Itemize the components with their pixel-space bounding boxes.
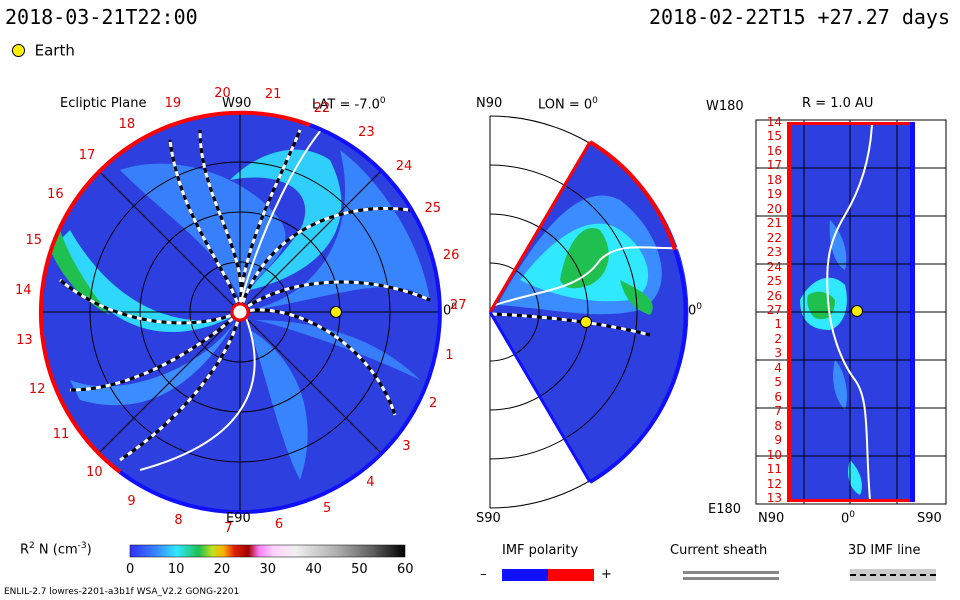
ecliptic-title: Ecliptic Plane [60, 96, 147, 111]
row-label: 27 [766, 303, 782, 317]
row-label: 4 [774, 360, 782, 375]
ring-label: 17 [78, 147, 96, 163]
row-label: 7 [774, 404, 782, 419]
radial-zero: 00 [841, 510, 856, 527]
ring-label: 19 [164, 95, 182, 111]
row-label: 19 [766, 187, 782, 202]
ecliptic-e90: E90 [226, 511, 251, 526]
ring-label: 10 [86, 465, 103, 480]
density-colorbar [129, 544, 406, 558]
imf-polarity-title: IMF polarity [502, 543, 579, 558]
ring-label: 4 [366, 474, 375, 490]
row-label: 14 [766, 115, 782, 129]
ring-label: 3 [402, 439, 411, 455]
row-label: 21 [766, 216, 782, 231]
colorbar-tick: 20 [213, 562, 231, 577]
ring-label: 24 [395, 159, 413, 175]
imf-polarity-bar [502, 569, 594, 581]
imf-line-swatch [850, 569, 936, 581]
row-label: 25 [766, 274, 782, 289]
colorbar-tick: 30 [259, 562, 277, 577]
row-label: 18 [766, 172, 782, 187]
radial-n90: N90 [758, 511, 785, 526]
colorbar-tick: 0 [126, 562, 135, 577]
row-label: 26 [766, 288, 782, 303]
row-label: 1 [774, 317, 782, 332]
colorbar-tick: 10 [167, 562, 185, 577]
ecliptic-lat: LAT = -7.00 [312, 96, 386, 113]
ecliptic-plane-plot [38, 110, 442, 515]
earth-label: Earth [34, 41, 75, 60]
imf-minus-label: – [480, 567, 487, 582]
row-label: 12 [766, 476, 782, 491]
meridional-lon: LON = 00 [538, 96, 598, 113]
ring-label: 16 [47, 187, 64, 203]
row-label: 13 [766, 491, 782, 505]
colorbar-tick: 50 [351, 562, 368, 577]
ring-label: 15 [25, 233, 42, 249]
ring-label: 2 [429, 396, 438, 412]
ring-label: 7 [224, 520, 233, 536]
ring-label: 25 [424, 200, 442, 216]
ring-label: 26 [442, 247, 460, 263]
imf-plus-label: + [601, 567, 612, 582]
row-label: 10 [766, 447, 782, 462]
ring-label: 23 [358, 125, 375, 141]
ring-label: 6 [274, 516, 284, 532]
ring-label: 11 [52, 426, 70, 442]
ring-label: 8 [174, 513, 183, 529]
colorbar-tick: 40 [305, 562, 322, 577]
row-label: 6 [774, 389, 782, 404]
row-label: 8 [774, 418, 782, 433]
row-label: 2 [774, 331, 782, 346]
row-label: 15 [766, 129, 782, 144]
ecliptic-w90: W90 [222, 96, 252, 111]
row-label: 22 [766, 230, 782, 245]
ring-label: 13 [16, 333, 33, 349]
ring-label: 22 [313, 100, 331, 116]
radial-r: R = 1.0 AU [802, 96, 874, 111]
row-label: 9 [774, 433, 782, 448]
row-label: 23 [766, 245, 782, 260]
model-info: ENLIL-2.7 lowres-2201-a3b1f WSA_V2.2 GON… [4, 587, 240, 597]
earth-marker-icon [12, 44, 25, 57]
row-label: 24 [766, 259, 782, 274]
meridional-plane-plot [488, 115, 689, 509]
radial-w180: W180 [706, 99, 744, 114]
row-label: 3 [774, 346, 782, 361]
density-legend-label: R2 N (cm-3) [20, 541, 92, 558]
row-label: 16 [766, 143, 782, 158]
ring-label: 21 [264, 87, 282, 103]
meridional-s90: S90 [476, 511, 501, 526]
current-sheath-swatch [683, 571, 779, 580]
ring-label: 27 [449, 297, 467, 313]
run-time: 2018-03-21T22:00 [5, 5, 198, 29]
colorbar-tick: 60 [397, 562, 414, 577]
row-label: 5 [774, 375, 782, 390]
ecliptic-zero: 00 [443, 302, 458, 319]
row-label: 11 [766, 462, 782, 477]
meridional-n90: N90 [476, 96, 503, 111]
ring-label: 9 [127, 494, 136, 510]
row-label: 20 [766, 201, 782, 216]
radial-e180: E180 [708, 502, 742, 517]
reference-time: 2018-02-22T15 +27.27 days [648, 5, 950, 29]
meridional-zero: 00 [688, 302, 703, 319]
ring-label: 18 [118, 116, 136, 132]
radial-s90: S90 [917, 511, 942, 526]
ring-label: 20 [214, 85, 231, 101]
current-sheath-title: Current sheath [670, 543, 768, 558]
ring-label: 1 [445, 348, 454, 364]
ring-label: 5 [322, 501, 332, 517]
radial-map-plot [755, 119, 947, 505]
earth-legend: Earth [12, 40, 75, 60]
imf-3d-title: 3D IMF line [848, 543, 921, 558]
ring-label: 14 [14, 282, 32, 298]
row-label: 17 [766, 158, 782, 173]
ring-label: 12 [28, 382, 46, 398]
